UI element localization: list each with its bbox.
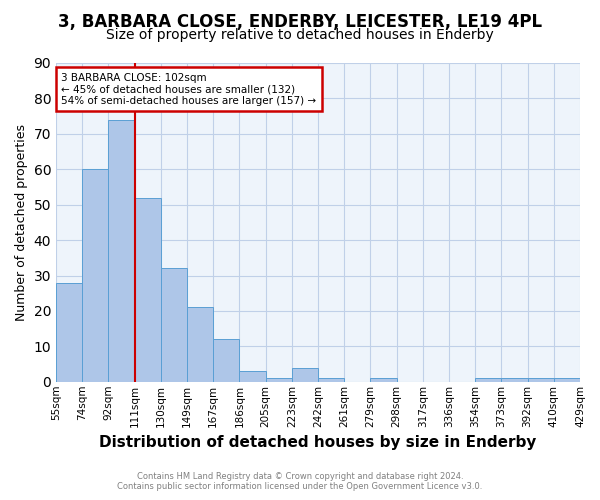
Bar xyxy=(82,170,109,382)
X-axis label: Distribution of detached houses by size in Enderby: Distribution of detached houses by size … xyxy=(100,435,537,450)
Bar xyxy=(266,378,292,382)
Bar xyxy=(370,378,397,382)
Bar xyxy=(527,378,554,382)
Bar xyxy=(134,198,161,382)
Text: Contains HM Land Registry data © Crown copyright and database right 2024.
Contai: Contains HM Land Registry data © Crown c… xyxy=(118,472,482,491)
Y-axis label: Number of detached properties: Number of detached properties xyxy=(15,124,28,321)
Bar xyxy=(475,378,502,382)
Bar xyxy=(292,368,318,382)
Bar xyxy=(318,378,344,382)
Text: Size of property relative to detached houses in Enderby: Size of property relative to detached ho… xyxy=(106,28,494,42)
Bar xyxy=(554,378,580,382)
Bar xyxy=(239,371,266,382)
Bar xyxy=(187,308,213,382)
Text: 3, BARBARA CLOSE, ENDERBY, LEICESTER, LE19 4PL: 3, BARBARA CLOSE, ENDERBY, LEICESTER, LE… xyxy=(58,12,542,30)
Bar xyxy=(502,378,527,382)
Text: 3 BARBARA CLOSE: 102sqm
← 45% of detached houses are smaller (132)
54% of semi-d: 3 BARBARA CLOSE: 102sqm ← 45% of detache… xyxy=(61,72,316,106)
Bar xyxy=(56,282,82,382)
Bar xyxy=(109,120,134,382)
Bar xyxy=(213,340,239,382)
Bar xyxy=(161,268,187,382)
